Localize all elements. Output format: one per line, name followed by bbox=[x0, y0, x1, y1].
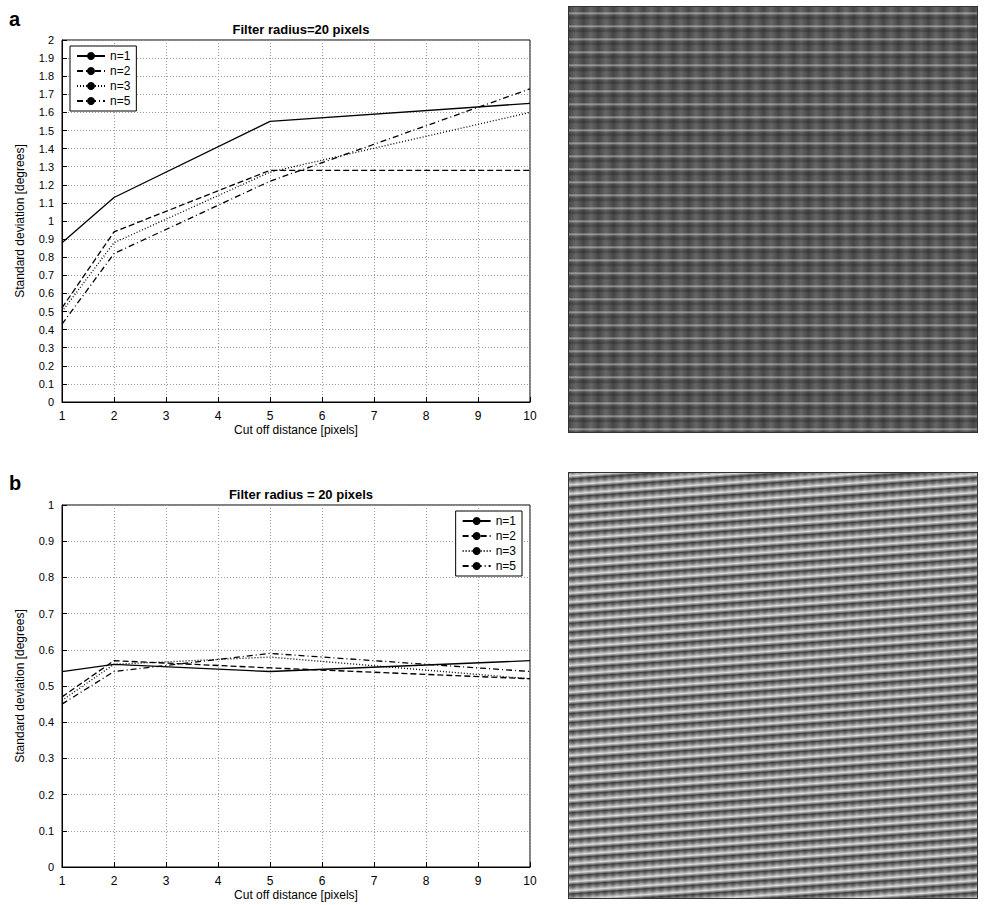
svg-text:n=2: n=2 bbox=[496, 529, 517, 543]
svg-text:1.7: 1.7 bbox=[39, 88, 54, 100]
svg-text:5: 5 bbox=[267, 874, 274, 888]
svg-text:Cut off distance [pixels]: Cut off distance [pixels] bbox=[234, 888, 358, 902]
svg-text:n=2: n=2 bbox=[110, 64, 131, 78]
svg-text:0.2: 0.2 bbox=[39, 360, 54, 372]
svg-text:0.8: 0.8 bbox=[39, 251, 54, 263]
svg-text:9: 9 bbox=[475, 874, 482, 888]
svg-text:5: 5 bbox=[267, 409, 274, 423]
svg-text:n=1: n=1 bbox=[496, 514, 517, 528]
svg-text:n=5: n=5 bbox=[110, 94, 131, 108]
svg-text:n=1: n=1 bbox=[110, 49, 131, 63]
svg-text:n=5: n=5 bbox=[496, 559, 517, 573]
svg-text:Standard deviation [degrees]: Standard deviation [degrees] bbox=[13, 144, 27, 297]
svg-text:0.3: 0.3 bbox=[39, 342, 54, 354]
svg-text:0.7: 0.7 bbox=[39, 608, 54, 620]
svg-text:0.4: 0.4 bbox=[39, 716, 54, 728]
svg-text:4: 4 bbox=[215, 409, 222, 423]
svg-text:2: 2 bbox=[48, 34, 54, 46]
svg-text:0.9: 0.9 bbox=[39, 233, 54, 245]
svg-text:0.3: 0.3 bbox=[39, 752, 54, 764]
svg-text:Filter radius = 20 pixels: Filter radius = 20 pixels bbox=[229, 487, 373, 502]
svg-text:0: 0 bbox=[48, 861, 54, 873]
svg-text:2: 2 bbox=[111, 409, 118, 423]
svg-text:0.5: 0.5 bbox=[39, 680, 54, 692]
svg-text:1: 1 bbox=[48, 499, 54, 511]
svg-text:Filter radius=20 pixels: Filter radius=20 pixels bbox=[233, 22, 370, 37]
svg-text:7: 7 bbox=[371, 874, 378, 888]
svg-text:7: 7 bbox=[371, 409, 378, 423]
svg-text:9: 9 bbox=[475, 409, 482, 423]
svg-text:n=3: n=3 bbox=[496, 544, 517, 558]
svg-text:0.8: 0.8 bbox=[39, 571, 54, 583]
svg-text:0: 0 bbox=[48, 396, 54, 408]
svg-text:0.6: 0.6 bbox=[39, 644, 54, 656]
svg-text:3: 3 bbox=[163, 874, 170, 888]
svg-text:1.2: 1.2 bbox=[39, 179, 54, 191]
svg-text:n=3: n=3 bbox=[110, 79, 131, 93]
svg-text:6: 6 bbox=[319, 409, 326, 423]
svg-text:4: 4 bbox=[215, 874, 222, 888]
svg-text:1.5: 1.5 bbox=[39, 125, 54, 137]
svg-text:0.7: 0.7 bbox=[39, 269, 54, 281]
svg-text:Cut off distance [pixels]: Cut off distance [pixels] bbox=[234, 423, 358, 437]
svg-text:0.2: 0.2 bbox=[39, 789, 54, 801]
svg-text:1.1: 1.1 bbox=[39, 197, 54, 209]
svg-text:1.4: 1.4 bbox=[39, 143, 54, 155]
svg-text:8: 8 bbox=[423, 874, 430, 888]
svg-text:1.9: 1.9 bbox=[39, 52, 54, 64]
svg-text:1: 1 bbox=[48, 215, 54, 227]
svg-text:0.9: 0.9 bbox=[39, 535, 54, 547]
svg-text:10: 10 bbox=[523, 874, 537, 888]
svg-text:1.8: 1.8 bbox=[39, 70, 54, 82]
svg-text:Standard deviation [degrees]: Standard deviation [degrees] bbox=[13, 609, 27, 762]
svg-text:b: b bbox=[9, 472, 21, 494]
svg-text:2: 2 bbox=[111, 874, 118, 888]
svg-text:1.6: 1.6 bbox=[39, 106, 54, 118]
svg-text:8: 8 bbox=[423, 409, 430, 423]
svg-text:1.3: 1.3 bbox=[39, 161, 54, 173]
svg-text:3: 3 bbox=[163, 409, 170, 423]
svg-text:0.5: 0.5 bbox=[39, 306, 54, 318]
svg-text:0.1: 0.1 bbox=[39, 378, 54, 390]
svg-text:6: 6 bbox=[319, 874, 326, 888]
svg-text:1: 1 bbox=[59, 874, 66, 888]
svg-text:1: 1 bbox=[59, 409, 66, 423]
svg-text:a: a bbox=[9, 8, 21, 30]
svg-text:0.4: 0.4 bbox=[39, 324, 54, 336]
svg-text:0.6: 0.6 bbox=[39, 287, 54, 299]
svg-text:0.1: 0.1 bbox=[39, 825, 54, 837]
svg-text:10: 10 bbox=[523, 409, 537, 423]
